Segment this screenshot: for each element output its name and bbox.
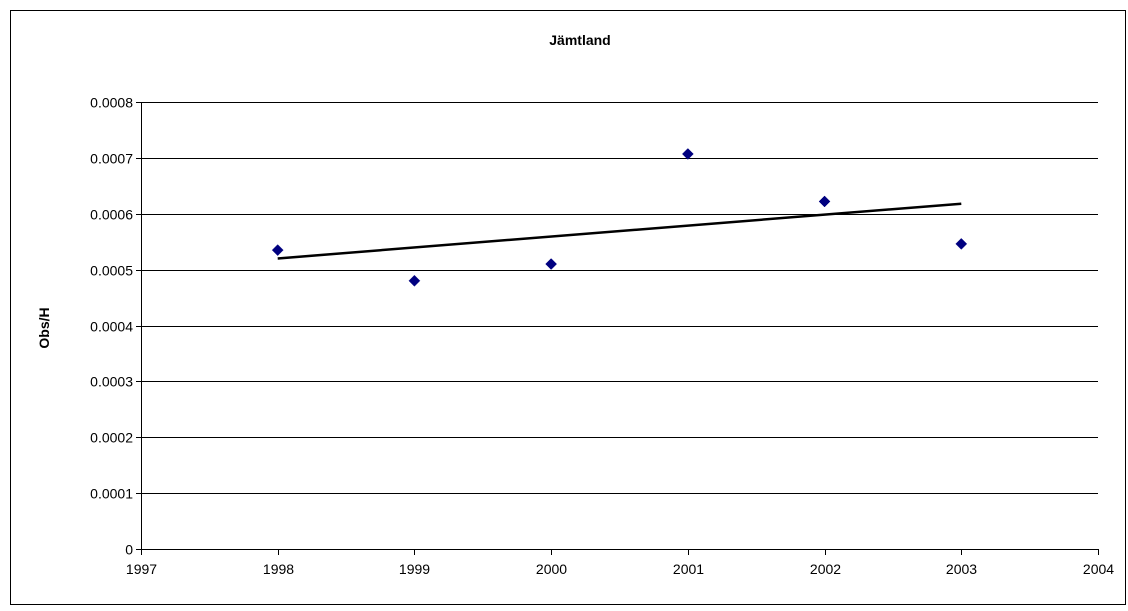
data-points	[271, 148, 968, 287]
trendline	[277, 202, 962, 260]
y-tick-label: 0.0005	[90, 263, 133, 279]
data-point	[408, 274, 421, 287]
x-tick-label: 1997	[126, 561, 157, 577]
x-tick-label: 2000	[536, 561, 567, 577]
x-tick-label: 2003	[946, 561, 977, 577]
trendline-group	[277, 202, 962, 260]
data-point	[955, 238, 968, 250]
axes	[136, 102, 1099, 555]
gridlines	[141, 102, 1098, 494]
x-tick-label: 2002	[810, 561, 841, 577]
y-tick-label: 0.0006	[90, 207, 133, 223]
x-tick-label: 1998	[263, 561, 294, 577]
x-tick-label: 2001	[673, 561, 704, 577]
chart-border	[10, 10, 1126, 605]
y-tick-label: 0	[125, 542, 133, 558]
chart-title: Jämtland	[549, 32, 610, 48]
data-point	[818, 195, 831, 208]
data-point	[682, 148, 694, 160]
y-tick-label: 0.0008	[90, 95, 133, 111]
data-point	[545, 258, 557, 270]
y-tick-label: 0.0003	[90, 374, 133, 390]
tick-labels: 0 0.0001 0.0002 0.0003 0.0004 0.0005 0.0006 0.0…	[90, 95, 1114, 578]
y-tick-label: 0.0004	[90, 319, 133, 335]
x-tick-label: 2004	[1083, 561, 1114, 577]
data-point	[271, 244, 284, 256]
x-tick-label: 1999	[399, 561, 430, 577]
y-tick-label: 0.0001	[90, 486, 133, 502]
y-axis-label: Obs/H	[36, 307, 52, 348]
y-tick-label: 0.0002	[90, 430, 133, 446]
y-tick-label: 0.0007	[90, 151, 133, 167]
